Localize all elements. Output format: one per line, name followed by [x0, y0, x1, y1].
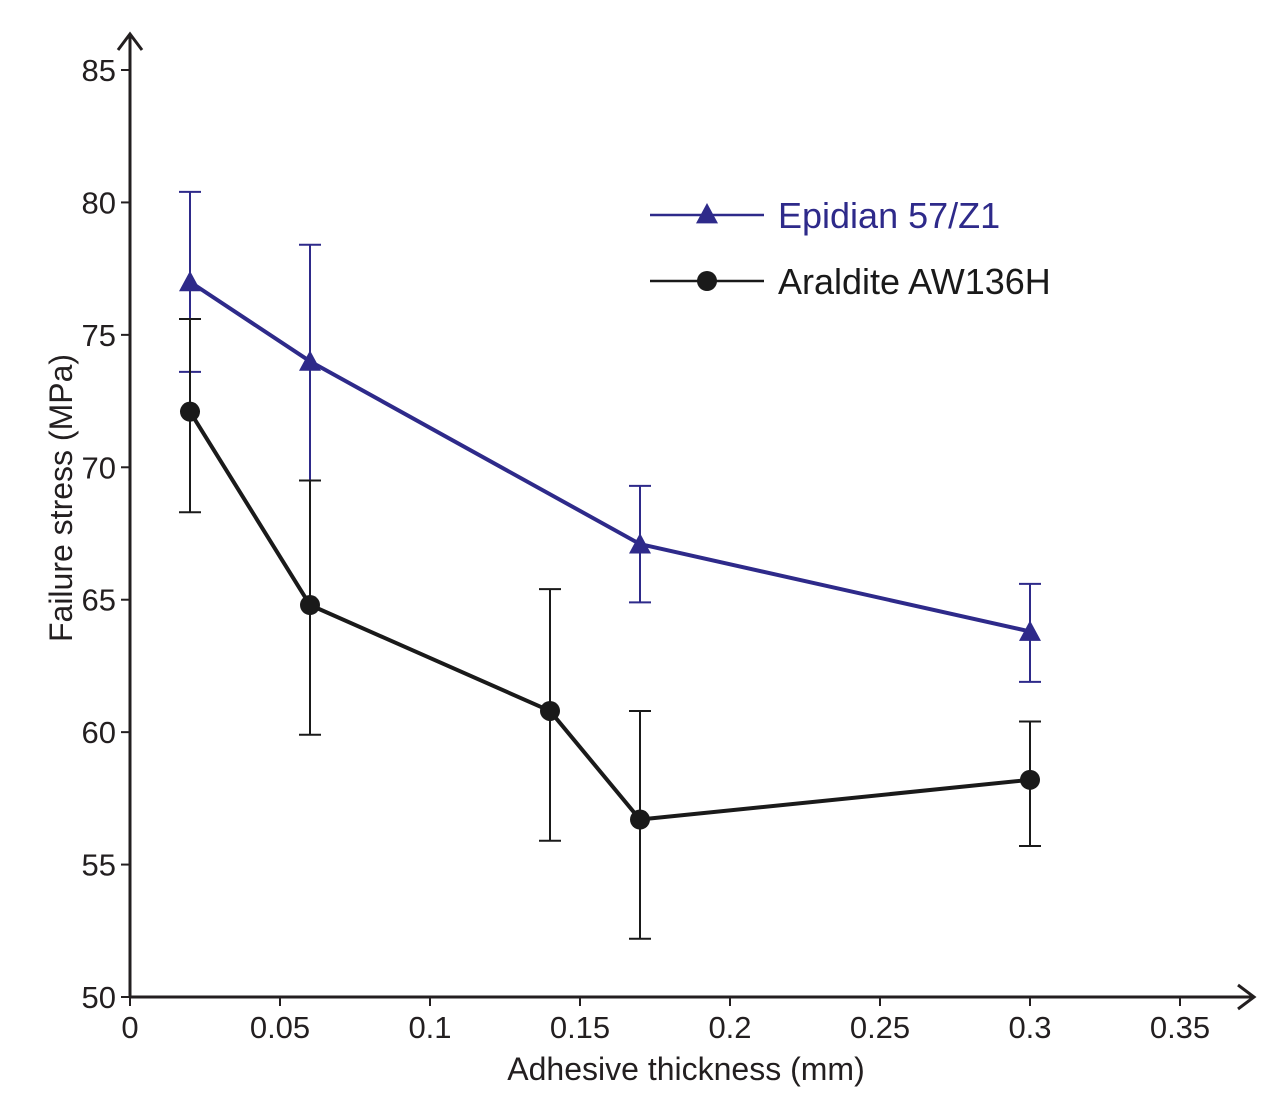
series-layer — [179, 190, 1041, 940]
legend: Epidian 57/Z1 Araldite AW136H — [650, 195, 1051, 302]
y-tick-label: 60 — [82, 715, 116, 750]
y-tick-label: 55 — [82, 848, 116, 883]
x-tick-label: 0.2 — [708, 1010, 751, 1045]
x-tick-label: 0.15 — [550, 1010, 610, 1045]
y-tick-label: 75 — [82, 318, 116, 353]
x-tick-label: 0.35 — [1150, 1010, 1210, 1045]
y-tick-label: 70 — [82, 450, 116, 485]
legend-marker — [696, 203, 718, 224]
y-axis-title: Failure stress (MPa) — [43, 354, 79, 642]
data-point — [1020, 769, 1040, 790]
x-tick-label: 0.05 — [250, 1010, 310, 1045]
legend-label: Araldite AW136H — [778, 261, 1051, 302]
x-tick-label: 0.3 — [1008, 1010, 1051, 1045]
legend-label: Epidian 57/Z1 — [778, 195, 1000, 236]
x-axis-title: Adhesive thickness (mm) — [507, 1051, 864, 1087]
y-axis-arrow — [116, 31, 144, 51]
series-line — [188, 410, 1031, 822]
data-point — [300, 595, 320, 616]
series-0 — [179, 190, 1041, 683]
data-point — [180, 401, 200, 422]
data-point — [179, 270, 201, 292]
data-point — [630, 809, 650, 830]
series-line — [188, 280, 1031, 634]
data-point — [1019, 620, 1041, 641]
legend-item-1: Araldite AW136H — [650, 261, 1051, 302]
data-point — [540, 700, 560, 721]
y-tick-label: 80 — [82, 185, 116, 220]
legend-item-0: Epidian 57/Z1 — [650, 195, 1000, 236]
y-tick-label: 85 — [82, 53, 116, 88]
legend-marker — [697, 271, 717, 291]
x-tick-label: 0.1 — [408, 1010, 451, 1045]
data-point — [299, 350, 321, 371]
ticks: 0 0.05 0.1 0.15 0.2 0.25 0.3 0.35 50 55 60 65 70 75 80… — [82, 53, 1211, 1045]
data-point — [629, 533, 651, 554]
axes: Adhesive thickness (mm) Failure stress (M… — [43, 31, 1257, 1087]
y-tick-label: 50 — [82, 980, 116, 1015]
series-1 — [179, 317, 1041, 940]
x-axis-arrow — [1237, 983, 1257, 1011]
x-tick-label: 0.25 — [850, 1010, 910, 1045]
x-tick-label: 0 — [121, 1010, 138, 1045]
y-tick-label: 65 — [82, 583, 116, 618]
